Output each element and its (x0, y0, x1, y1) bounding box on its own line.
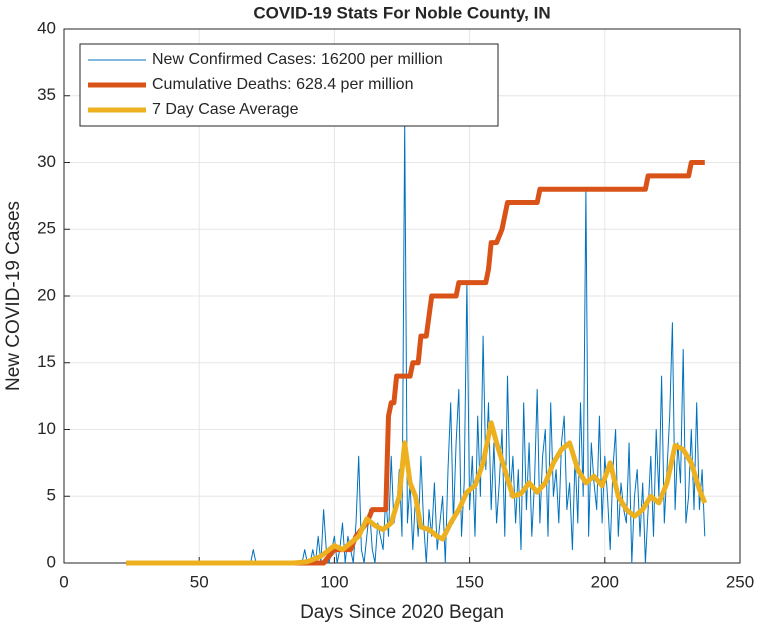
chart-title: COVID-19 Stats For Noble County, IN (253, 3, 550, 22)
x-tick-label: 150 (455, 572, 483, 591)
legend-label: 7 Day Case Average (152, 101, 299, 118)
y-tick-label: 15 (37, 352, 56, 371)
y-tick-label: 40 (37, 18, 56, 37)
x-tick-label: 100 (320, 572, 348, 591)
y-tick-label: 25 (37, 219, 56, 238)
y-tick-label: 20 (37, 285, 56, 304)
legend-label: Cumulative Deaths: 628.4 per million (152, 76, 413, 93)
x-axis-label: Days Since 2020 Began (300, 602, 504, 623)
legend-box (79, 43, 499, 127)
y-tick-label: 35 (37, 85, 56, 104)
plot-frame (63, 28, 741, 564)
legend-label: New Confirmed Cases: 16200 per million (152, 51, 443, 68)
x-tick-label: 250 (726, 572, 754, 591)
y-tick-label: 5 (47, 486, 56, 505)
x-tick-label: 200 (591, 572, 619, 591)
y-tick-label: 10 (37, 419, 56, 438)
x-tick-label: 0 (59, 572, 68, 591)
y-tick-label: 30 (37, 152, 56, 171)
data-line (126, 122, 706, 564)
x-tick-label: 50 (190, 572, 209, 591)
y-axis-label: New COVID-19 Cases (3, 201, 24, 391)
y-tick-label: 0 (47, 552, 56, 571)
data-line (126, 420, 708, 566)
